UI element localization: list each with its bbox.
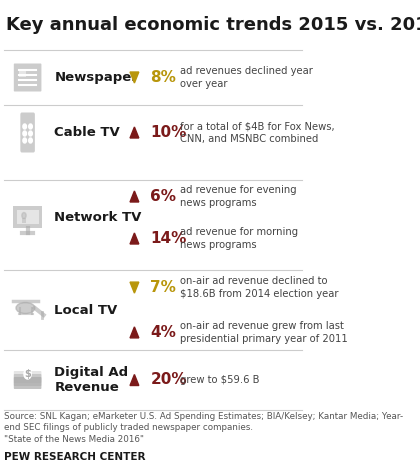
Circle shape	[22, 212, 26, 219]
Circle shape	[23, 131, 26, 136]
Text: 8%: 8%	[150, 70, 176, 85]
Circle shape	[23, 124, 26, 129]
Circle shape	[29, 124, 32, 129]
Circle shape	[29, 138, 32, 143]
Text: grew to $59.6 B: grew to $59.6 B	[180, 375, 260, 385]
Bar	[13, 205, 42, 227]
Bar	[19, 70, 26, 76]
Text: Cable TV: Cable TV	[55, 126, 120, 139]
Circle shape	[23, 138, 26, 143]
FancyBboxPatch shape	[20, 112, 35, 153]
Text: Source: SNL Kagan; eMarketer U.S. Ad Spending Estimates; BIA/Kelsey; Kantar Medi: Source: SNL Kagan; eMarketer U.S. Ad Spe…	[4, 412, 403, 444]
Text: 20%: 20%	[150, 373, 187, 388]
Polygon shape	[130, 233, 139, 244]
Text: on-air ad revenue declined to
$18.6B from 2014 election year: on-air ad revenue declined to $18.6B fro…	[180, 276, 339, 299]
FancyBboxPatch shape	[14, 371, 42, 383]
Text: 6%: 6%	[150, 189, 176, 204]
Text: Local TV: Local TV	[55, 304, 118, 316]
Text: 4%: 4%	[150, 325, 176, 340]
Polygon shape	[130, 374, 139, 386]
Text: ad revenues declined year
over year: ad revenues declined year over year	[180, 66, 313, 89]
Polygon shape	[130, 191, 139, 202]
Text: 14%: 14%	[150, 231, 187, 246]
Text: 7%: 7%	[150, 280, 176, 295]
Polygon shape	[130, 127, 139, 138]
Polygon shape	[130, 72, 139, 83]
Text: Key annual economic trends 2015 vs. 2014: Key annual economic trends 2015 vs. 2014	[6, 16, 420, 34]
Text: Network TV: Network TV	[55, 211, 142, 224]
Bar	[17, 210, 39, 224]
Text: ad revenue for evening
news programs: ad revenue for evening news programs	[180, 185, 297, 208]
Text: on-air ad revenue grew from last
presidential primary year of 2011: on-air ad revenue grew from last preside…	[180, 321, 348, 344]
Text: Digital Ad
Revenue: Digital Ad Revenue	[55, 366, 129, 394]
Text: PEW RESEARCH CENTER: PEW RESEARCH CENTER	[4, 452, 145, 462]
Circle shape	[24, 369, 31, 379]
FancyBboxPatch shape	[14, 377, 42, 389]
Text: ad revenue for morning
news programs: ad revenue for morning news programs	[180, 227, 298, 250]
FancyBboxPatch shape	[14, 374, 42, 386]
Text: Newspaper: Newspaper	[55, 71, 138, 84]
Circle shape	[29, 131, 32, 136]
Bar	[22, 218, 26, 222]
Polygon shape	[130, 282, 139, 293]
Text: 10%: 10%	[150, 125, 187, 140]
Polygon shape	[130, 327, 139, 338]
Ellipse shape	[16, 302, 35, 314]
Text: $: $	[24, 369, 31, 379]
Text: for a total of $4B for Fox News,
CNN, and MSNBC combined: for a total of $4B for Fox News, CNN, an…	[180, 121, 335, 144]
FancyBboxPatch shape	[14, 64, 42, 92]
